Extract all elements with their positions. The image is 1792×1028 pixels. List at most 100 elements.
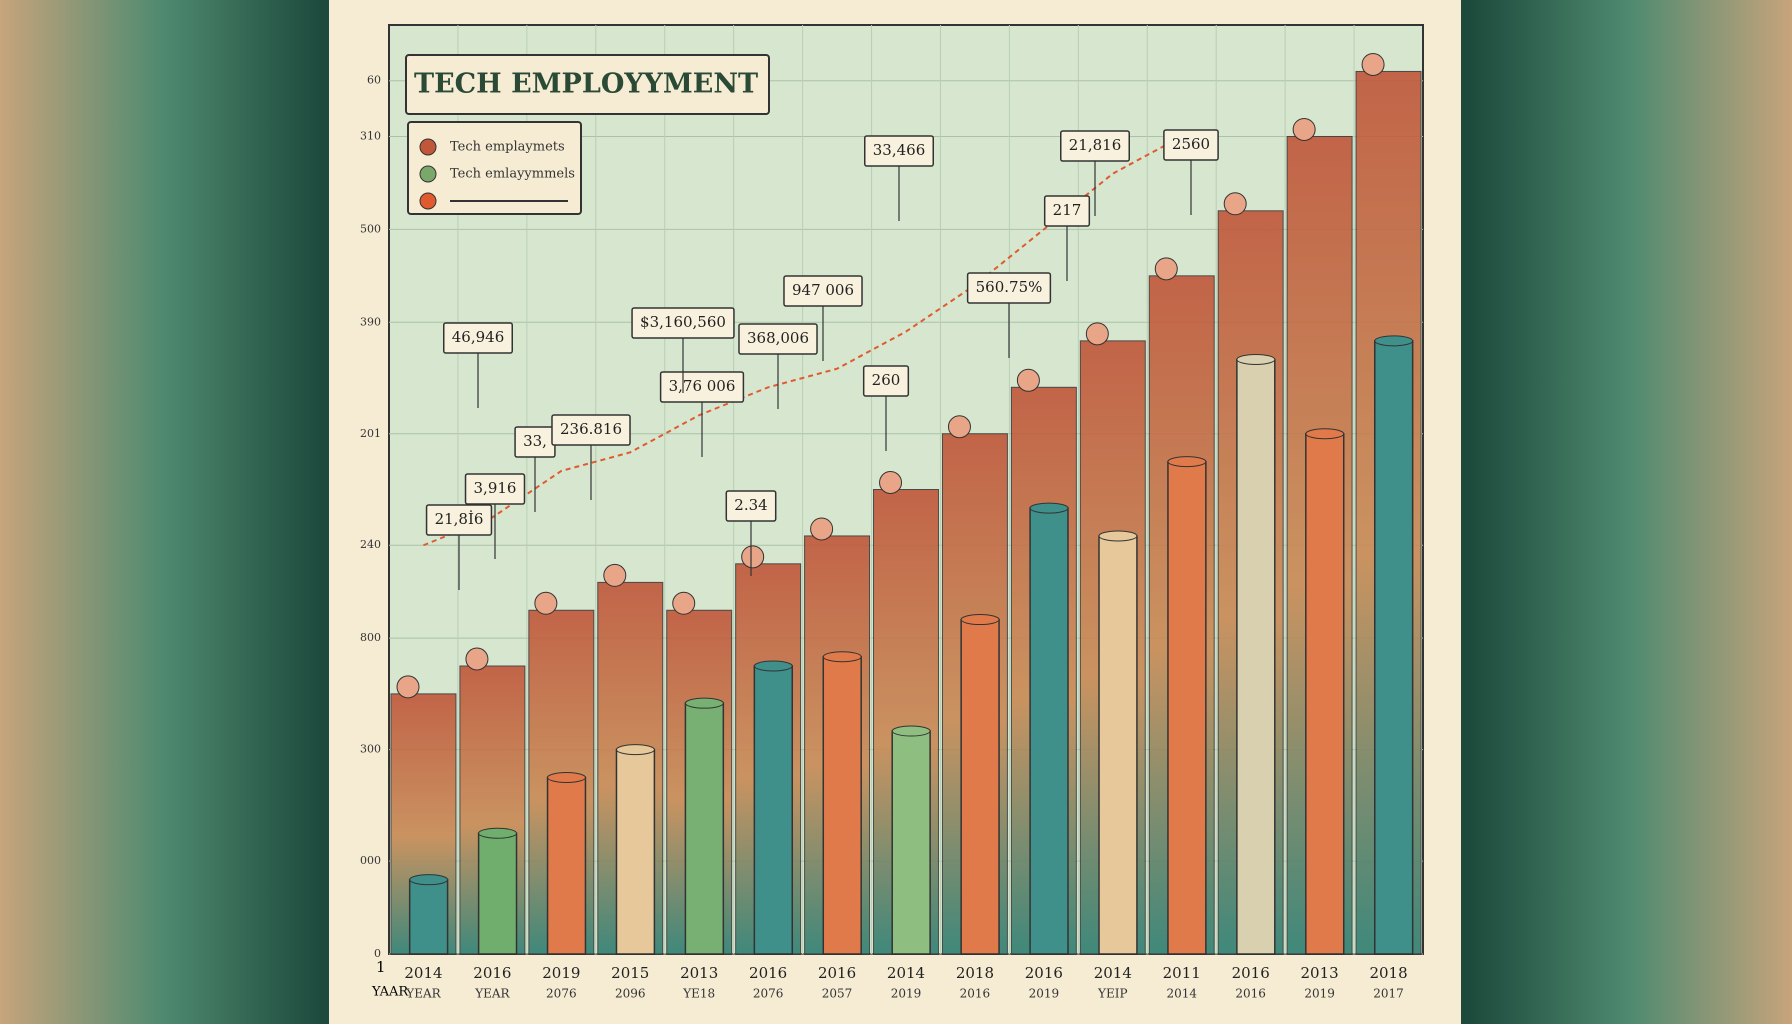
y-tick-label: 000 [360, 854, 381, 867]
bar [753, 665, 794, 955]
x-tick-label: 2018 [1369, 964, 1407, 982]
x-tick-label: 2011 [1163, 964, 1201, 982]
x-sublabel: 2076 [753, 987, 784, 1001]
x-tick-label: 2014 [1094, 964, 1132, 982]
y-tick-label: 310 [360, 129, 381, 142]
bar-top [1374, 335, 1414, 347]
x-sublabel: 2076 [546, 987, 577, 1001]
annotation-box [631, 307, 735, 339]
y-tick-label: 390 [360, 315, 381, 328]
x-tick-label: 2018 [956, 964, 994, 982]
y-tick-label: 500 [360, 222, 381, 235]
bar-top [547, 771, 586, 783]
bar [684, 702, 725, 955]
bar-top [478, 827, 518, 839]
x-sublabel: YEAR [405, 987, 441, 1001]
bar-top [822, 651, 862, 663]
bar-cap [1085, 322, 1109, 346]
trend-line [423, 135, 1183, 547]
x-sublabel: 2016 [1235, 987, 1266, 1001]
x-sublabel: 2017 [1373, 987, 1404, 1001]
annotation-box [966, 272, 1052, 304]
annotation-box [864, 135, 934, 167]
annotation: 236.816 [560, 420, 622, 438]
legend-label: Tech emlayymmels [450, 167, 575, 182]
x-tick-label: 2013 [680, 964, 718, 982]
annotation: 947 006 [792, 281, 854, 299]
x-tick-label: 2014 [887, 964, 925, 982]
bar-top [1167, 456, 1207, 468]
bar-top [753, 660, 793, 672]
x-sublabel: YEAR [474, 987, 510, 1001]
legend-marker [419, 192, 437, 210]
bar [477, 832, 518, 955]
bar-cap [879, 471, 903, 494]
x-tick-label: 2013 [1301, 964, 1339, 982]
bar [408, 878, 449, 955]
bar [1236, 358, 1276, 955]
legend-label: Tech emplaymets [450, 140, 565, 155]
bar-cap [465, 647, 489, 671]
x-sublabel: YEIP [1097, 987, 1128, 1001]
bar [891, 730, 931, 955]
x-tick-label: 2016 [1025, 964, 1063, 982]
annotation: 368,006 [747, 329, 809, 347]
x-sublabel: YE18 [682, 987, 715, 1001]
bar-top [960, 614, 1000, 626]
x-tick-label: 2016 [749, 964, 787, 982]
y-tick-label: 240 [360, 538, 381, 551]
annotation: 560.75% [976, 278, 1043, 296]
bar [1305, 433, 1345, 955]
annotation: 33,466 [873, 141, 926, 159]
x-tick-label: 2016 [818, 964, 856, 982]
bar-cap [1016, 368, 1040, 392]
bar [1373, 340, 1414, 955]
annotation-box [1043, 195, 1091, 227]
annotation-box [738, 323, 818, 355]
bar-cap [603, 563, 627, 587]
x-tick-label: 2014 [404, 964, 442, 982]
annotation: 46,946 [452, 328, 505, 346]
annotation: 33, [523, 432, 547, 450]
bar-top [1305, 428, 1345, 440]
bar-top [1029, 502, 1069, 514]
y-tick-label: 0 [374, 947, 381, 960]
bar-cap [534, 591, 558, 615]
bar-cap [1154, 257, 1178, 281]
bar [1029, 507, 1069, 955]
x-sublabel: 2019 [1029, 987, 1060, 1001]
annotation-box [659, 371, 745, 403]
bar [546, 776, 587, 955]
bar-top [615, 744, 655, 756]
annotation-box [551, 414, 631, 446]
annotation-box [464, 473, 526, 505]
y-tick-label: 300 [360, 743, 381, 756]
bar [615, 748, 656, 955]
annotation: $3,160,560 [640, 313, 726, 331]
bar-top [1236, 353, 1276, 365]
annotation: 2.34 [734, 496, 767, 514]
x-sublabel: 2019 [1304, 987, 1335, 1001]
bar-cap [396, 675, 420, 699]
x-sublabel: 2019 [891, 987, 922, 1001]
bar-top [891, 725, 931, 737]
annotation: 21,816 [1069, 136, 1122, 154]
annotation: 3,916 [474, 479, 517, 497]
annotation-box [1060, 130, 1130, 162]
annotation-box [425, 504, 493, 536]
y-tick-label: 201 [360, 427, 381, 440]
annotation: 21,8İ6 [435, 510, 484, 528]
x-tick-label: 2019 [542, 964, 580, 982]
bar-top [684, 697, 724, 709]
bar-cap [1361, 52, 1385, 76]
annotation: 260 [872, 371, 901, 389]
bar [822, 655, 862, 955]
bar-cap [810, 517, 834, 541]
chart-title: TECH EMPLOYYMENT [414, 69, 758, 100]
annotation-box [443, 322, 513, 354]
annotation-box [862, 365, 910, 397]
bar-cap [1223, 192, 1247, 216]
annotation-box [783, 275, 863, 307]
annotation: 2560 [1172, 135, 1210, 153]
